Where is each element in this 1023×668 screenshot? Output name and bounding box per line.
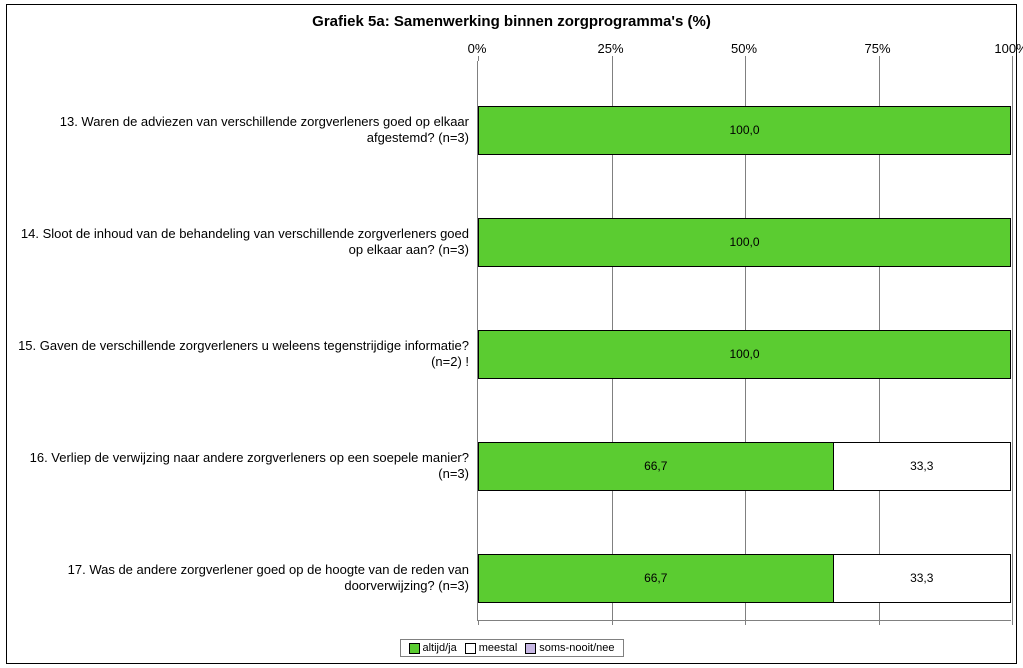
y-category-label: 14. Sloot de inhoud van de behandeling v… <box>13 218 469 267</box>
plot-area: 100,0100,0100,066,733,366,733,3 <box>477 61 1011 621</box>
x-tick-label: 25% <box>597 41 623 56</box>
bar-row: 100,0 <box>478 106 1011 155</box>
tick-mark <box>612 56 613 61</box>
legend-label: meestal <box>479 642 518 654</box>
y-category-label: 16. Verliep de verwijzing naar andere zo… <box>13 442 469 491</box>
legend-swatch <box>409 643 420 654</box>
legend-swatch <box>465 643 476 654</box>
legend: altijd/ja meestal soms-nooit/nee <box>400 639 624 657</box>
x-axis-top: 0%25%50%75%100% <box>477 41 1011 59</box>
gridline <box>1012 61 1013 620</box>
x-tick-label: 50% <box>731 41 757 56</box>
bar-segment: 100,0 <box>478 330 1011 379</box>
y-category-label: 15. Gaven de verschillende zorgverleners… <box>13 330 469 379</box>
tick-mark <box>612 620 613 625</box>
tick-mark <box>478 620 479 625</box>
x-tick-label: 75% <box>864 41 890 56</box>
x-tick-label: 100% <box>994 41 1023 56</box>
legend-item: meestal <box>465 642 518 654</box>
y-category-label: 13. Waren de adviezen van verschillende … <box>13 106 469 155</box>
bar-row: 100,0 <box>478 330 1011 379</box>
tick-mark <box>745 56 746 61</box>
tick-mark <box>1012 620 1013 625</box>
tick-mark <box>745 620 746 625</box>
tick-mark <box>879 620 880 625</box>
legend-label: soms-nooit/nee <box>539 642 614 654</box>
legend-item: altijd/ja <box>409 642 457 654</box>
tick-mark <box>1012 56 1013 61</box>
chart-container: Grafiek 5a: Samenwerking binnen zorgprog… <box>6 4 1017 664</box>
bar-segment: 33,3 <box>834 554 1011 603</box>
bar-segment: 100,0 <box>478 106 1011 155</box>
bar-row: 100,0 <box>478 218 1011 267</box>
bar-segment: 33,3 <box>834 442 1011 491</box>
bar-row: 66,733,3 <box>478 554 1011 603</box>
legend-label: altijd/ja <box>423 642 457 654</box>
tick-mark <box>478 56 479 61</box>
bar-segment: 66,7 <box>478 554 834 603</box>
legend-swatch <box>525 643 536 654</box>
bar-segment: 100,0 <box>478 218 1011 267</box>
bar-segment: 66,7 <box>478 442 834 491</box>
y-category-label: 17. Was de andere zorgverlener goed op d… <box>13 554 469 603</box>
chart-title: Grafiek 5a: Samenwerking binnen zorgprog… <box>7 5 1016 36</box>
x-tick-label: 0% <box>468 41 487 56</box>
bar-row: 66,733,3 <box>478 442 1011 491</box>
tick-mark <box>879 56 880 61</box>
legend-item: soms-nooit/nee <box>525 642 614 654</box>
